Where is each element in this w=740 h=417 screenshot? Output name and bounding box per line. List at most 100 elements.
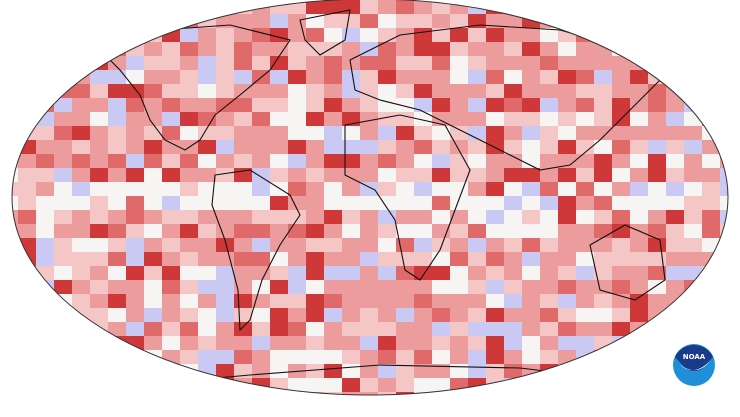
anomaly-cell — [594, 70, 612, 84]
anomaly-cell — [198, 154, 216, 168]
anomaly-cell — [684, 196, 702, 210]
anomaly-cell — [144, 364, 162, 378]
anomaly-cell — [378, 28, 396, 42]
anomaly-cell — [378, 252, 396, 266]
anomaly-cell — [594, 238, 612, 252]
anomaly-cell — [540, 140, 558, 154]
anomaly-cell — [414, 168, 432, 182]
anomaly-cell — [648, 350, 666, 364]
anomaly-cell — [432, 98, 450, 112]
anomaly-cell — [306, 308, 324, 322]
anomaly-cell — [594, 280, 612, 294]
anomaly-cell — [36, 84, 54, 98]
anomaly-cell — [12, 392, 18, 395]
anomaly-cell — [432, 210, 450, 224]
anomaly-cell — [234, 336, 252, 350]
anomaly-cell — [216, 168, 234, 182]
anomaly-cell — [702, 84, 720, 98]
anomaly-cell — [684, 42, 702, 56]
anomaly-cell — [216, 42, 234, 56]
anomaly-cell — [288, 350, 306, 364]
anomaly-cell — [306, 168, 324, 182]
anomaly-cell — [90, 126, 108, 140]
anomaly-cell — [612, 84, 630, 98]
anomaly-cell — [108, 364, 126, 378]
anomaly-cell — [54, 308, 72, 322]
anomaly-cell — [720, 168, 728, 182]
anomaly-cell — [450, 168, 468, 182]
anomaly-cell — [198, 112, 216, 126]
anomaly-cell — [234, 56, 252, 70]
anomaly-cell — [576, 350, 594, 364]
anomaly-cell — [144, 224, 162, 238]
anomaly-cell — [378, 0, 396, 14]
anomaly-cell — [468, 406, 486, 417]
anomaly-cell — [252, 364, 270, 378]
anomaly-cell — [360, 0, 378, 14]
anomaly-cell — [612, 140, 630, 154]
anomaly-cell — [108, 350, 126, 364]
anomaly-cell — [540, 350, 558, 364]
anomaly-cell — [414, 0, 432, 14]
anomaly-cell — [54, 392, 72, 395]
anomaly-cell — [432, 182, 450, 196]
anomaly-cell — [54, 182, 72, 196]
anomaly-cell — [450, 84, 468, 98]
anomaly-cell — [486, 126, 504, 140]
anomaly-cell — [216, 308, 234, 322]
anomaly-cell — [468, 70, 486, 84]
anomaly-cell — [468, 364, 486, 378]
anomaly-cell — [666, 266, 684, 280]
anomaly-cell — [702, 308, 720, 322]
anomaly-cell — [18, 154, 36, 168]
anomaly-cell — [378, 182, 396, 196]
anomaly-cell — [612, 392, 630, 395]
anomaly-cell — [666, 252, 684, 266]
anomaly-cell — [576, 14, 594, 28]
anomaly-cell — [126, 168, 144, 182]
anomaly-cell — [198, 42, 216, 56]
anomaly-cell — [414, 210, 432, 224]
anomaly-cell — [378, 364, 396, 378]
anomaly-cell — [630, 28, 648, 42]
anomaly-cell — [126, 14, 144, 28]
anomaly-cell — [486, 378, 504, 392]
anomaly-cell — [162, 56, 180, 70]
anomaly-cell — [54, 224, 72, 238]
anomaly-cell — [36, 140, 54, 154]
anomaly-cell — [72, 210, 90, 224]
anomaly-cell — [126, 70, 144, 84]
anomaly-cell — [90, 168, 108, 182]
anomaly-cell — [198, 350, 216, 364]
anomaly-cell — [306, 336, 324, 350]
anomaly-cell — [594, 126, 612, 140]
anomaly-cell — [558, 140, 576, 154]
anomaly-cell — [540, 196, 558, 210]
anomaly-cell — [12, 322, 18, 336]
anomaly-cell — [324, 238, 342, 252]
anomaly-cell — [0, 406, 18, 417]
anomaly-cell — [288, 406, 306, 417]
anomaly-cell — [306, 196, 324, 210]
anomaly-cell — [504, 266, 522, 280]
anomaly-cell — [180, 0, 198, 14]
anomaly-cell — [720, 252, 728, 266]
anomaly-cell — [306, 182, 324, 196]
anomaly-cell — [36, 224, 54, 238]
anomaly-cell — [558, 392, 576, 395]
anomaly-cell — [90, 28, 108, 42]
anomaly-cell — [180, 168, 198, 182]
anomaly-cell — [144, 280, 162, 294]
anomaly-cell — [252, 14, 270, 28]
anomaly-cell — [18, 98, 36, 112]
anomaly-cell — [108, 336, 126, 350]
anomaly-cell — [396, 140, 414, 154]
anomaly-cell — [612, 322, 630, 336]
anomaly-cell — [486, 84, 504, 98]
anomaly-cell — [90, 84, 108, 98]
anomaly-cell — [252, 168, 270, 182]
anomaly-cell — [684, 266, 702, 280]
anomaly-cell — [630, 126, 648, 140]
anomaly-cell — [684, 84, 702, 98]
anomaly-cell — [396, 112, 414, 126]
